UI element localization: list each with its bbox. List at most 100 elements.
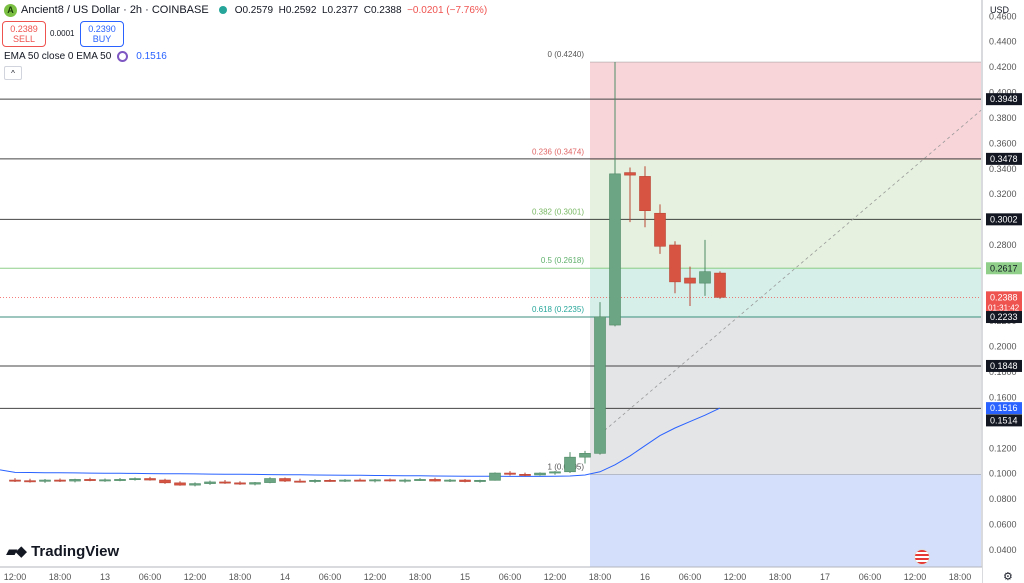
candle-body	[639, 176, 651, 212]
y-tick-label: 0.4400	[989, 37, 1017, 47]
candle	[339, 479, 351, 482]
sell-button[interactable]: 0.2389 SELL	[2, 21, 46, 47]
candle	[684, 266, 696, 306]
candle	[519, 472, 531, 477]
candle	[564, 452, 576, 474]
price-tag: 0.1848	[986, 359, 1022, 372]
x-tick-label: 18:00	[589, 572, 612, 582]
candle-body	[234, 482, 246, 485]
candle	[24, 478, 36, 483]
candle-body	[579, 453, 591, 458]
y-tick-label: 0.1800	[989, 367, 1017, 377]
candle-body	[504, 472, 516, 475]
candle-body	[594, 316, 606, 454]
fib-trend-line	[599, 110, 982, 435]
y-tick-label: 0.3400	[989, 164, 1017, 174]
x-tick-label: 06:00	[679, 572, 702, 582]
candle	[189, 482, 201, 487]
x-tick-label: 18:00	[229, 572, 252, 582]
x-tick-label: 06:00	[859, 572, 882, 582]
tradingview-mark-icon: ▰◆	[6, 543, 27, 560]
candle-body	[399, 479, 411, 482]
price-tag-bg	[986, 262, 1022, 275]
countdown-text: 01:31:42	[988, 303, 1020, 312]
price-tag: 0.1514	[986, 414, 1022, 427]
candle-body	[669, 244, 681, 283]
eye-icon[interactable]	[117, 51, 129, 62]
candle-body	[264, 478, 276, 483]
fib-zone-0236-05	[590, 159, 981, 269]
y-tick-label: 0.0800	[989, 494, 1017, 504]
fib-zone-0618-1	[590, 316, 981, 475]
candle-body	[354, 479, 366, 482]
candle-body	[219, 481, 231, 484]
symbol-title[interactable]: Ancient8 / US Dollar · 2h · COINBASE	[21, 4, 209, 16]
close-value: C0.2388	[363, 4, 402, 16]
candle-body	[714, 272, 726, 298]
spread-value: 0.0001	[50, 29, 75, 38]
ancient8-logo-icon: A	[4, 3, 17, 17]
candle-body	[444, 479, 456, 482]
x-tick-label: 12:00	[904, 572, 927, 582]
ema-indicator-legend[interactable]: EMA 50 close 0 EMA 50 0.1516	[4, 51, 167, 62]
candle	[579, 450, 591, 464]
price-tag: 0.3948	[986, 93, 1022, 106]
candle	[129, 477, 141, 481]
market-open-icon	[218, 6, 227, 14]
candle	[549, 471, 561, 475]
x-tick-label: 18:00	[409, 572, 432, 582]
candle	[279, 477, 291, 482]
open-value: O0.2579	[234, 4, 274, 16]
candle	[354, 478, 366, 482]
candle-body	[189, 483, 201, 486]
fib-label: 0 (0.4240)	[548, 50, 585, 59]
candle	[159, 478, 171, 484]
candle	[384, 478, 396, 482]
candle	[54, 478, 66, 482]
price-tag-text: 0.2617	[990, 263, 1018, 273]
candle-body	[459, 479, 471, 482]
buy-button[interactable]: 0.2390 BUY	[80, 21, 124, 47]
price-tag-text: 0.1516	[990, 403, 1018, 413]
price-tag-bg	[986, 213, 1022, 226]
candle	[414, 478, 426, 482]
candle	[534, 472, 546, 476]
fib-zone-05-0618	[590, 268, 981, 317]
price-tag-bg	[986, 359, 1022, 372]
candle-body	[534, 472, 546, 476]
candle-body	[249, 482, 261, 485]
candle-body	[414, 479, 426, 481]
candle	[444, 479, 456, 482]
y-tick-label: 0.4200	[989, 62, 1017, 72]
candle	[489, 472, 501, 481]
candle	[504, 471, 516, 476]
candle-body	[624, 172, 636, 176]
collapse-legend-button[interactable]: ^	[4, 66, 22, 80]
candle	[84, 477, 96, 482]
y-tick-label: 0.0600	[989, 520, 1017, 530]
x-tick-label: 18:00	[769, 572, 792, 582]
candle	[609, 62, 621, 327]
candle-body	[564, 456, 576, 473]
candle-body	[9, 479, 21, 482]
candle	[174, 481, 186, 486]
x-tick-label: 18:00	[49, 572, 72, 582]
tradingview-wordmark: TradingView	[31, 542, 120, 560]
candle	[429, 477, 441, 482]
x-tick-label: 12:00	[364, 572, 387, 582]
candle-body	[339, 479, 351, 482]
price-tag-text: 0.2233	[990, 312, 1018, 322]
flag-icon[interactable]	[914, 549, 930, 565]
fib-label: 0.236 (0.3474)	[532, 147, 584, 156]
settings-icon[interactable]: ⚙	[1003, 571, 1013, 583]
y-tick-label: 0.2000	[989, 342, 1017, 352]
currency-label: USD	[990, 5, 1010, 15]
y-tick-label: 0.3200	[989, 189, 1017, 199]
fib-label: 0.5 (0.2618)	[541, 256, 584, 265]
candle	[144, 476, 156, 481]
tradingview-logo: ▰◆ TradingView	[6, 542, 120, 561]
y-tick-label: 0.4600	[989, 11, 1017, 21]
x-tick-label: 17	[820, 572, 830, 582]
candle-body	[69, 479, 81, 482]
